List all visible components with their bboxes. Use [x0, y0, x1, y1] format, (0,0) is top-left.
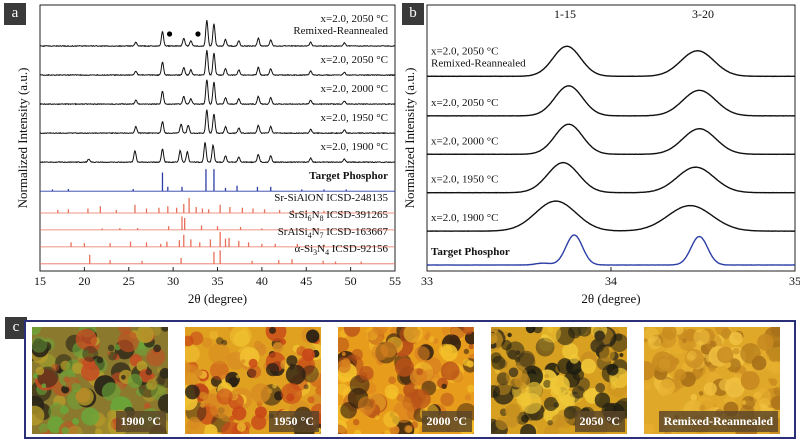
- photo-label: Remixed-Reannealed: [658, 411, 778, 432]
- panel-a-tag: a: [4, 3, 26, 25]
- x-tick-label: 20: [78, 274, 90, 288]
- photo-label: 2000 °C: [421, 411, 472, 432]
- series-label: Remixed-Reannealed: [431, 57, 526, 69]
- x-axis-label: 2θ (degree): [581, 291, 640, 306]
- x-tick-label: 35: [789, 274, 800, 288]
- phosphor-photo: 1950 °C: [185, 327, 321, 434]
- series-label: Remixed-Reannealed: [293, 25, 388, 37]
- photo-texture: [338, 327, 474, 434]
- phosphor-photo: 2000 °C: [338, 327, 474, 434]
- peak-annotation: 1-15: [554, 7, 576, 21]
- x-tick-label: 25: [123, 274, 135, 288]
- series-trace: [39, 79, 396, 106]
- peak-annotation: 3-20: [692, 7, 714, 21]
- series-label: α-Si3N4 ICSD-92156: [295, 243, 389, 257]
- series-label: x=2.0, 1950 °C: [431, 174, 498, 186]
- series-label: SrAlSi4N7 ICSD-163667: [278, 226, 389, 240]
- series-trace: [426, 85, 796, 117]
- series-trace: [427, 123, 796, 156]
- series-trace: [426, 234, 796, 266]
- phosphor-photo: 2050 °C: [491, 327, 627, 434]
- x-tick-label: 34: [605, 274, 617, 288]
- series-label: x=2.0, 2050 °C: [321, 13, 388, 25]
- xrd-figure: 15 20 25 30 35 40 45 50 55 2θ (degree) Normalized …: [15, 4, 800, 306]
- series-trace: [39, 109, 396, 135]
- photo-label: 2050 °C: [574, 411, 625, 432]
- panel-b-tag: b: [402, 3, 424, 25]
- x-tick-label: 40: [256, 274, 268, 288]
- series-label: x=2.0, 1900 °C: [321, 141, 388, 153]
- photo-label: 1900 °C: [115, 411, 166, 432]
- series-label: SrSi6N8 ICSD-391265: [289, 209, 389, 223]
- series-label: x=2.0, 2000 °C: [321, 83, 388, 95]
- series-label: Target Phosphor: [431, 246, 510, 258]
- secondary-phase-marker: [166, 31, 173, 37]
- photo-strip: 1900 °C 1950 °C 2000 °C 2050 °C Remixed-Rean…: [24, 320, 796, 439]
- x-tick-label: 55: [389, 274, 401, 288]
- x-tick-label: 50: [345, 274, 357, 288]
- x-tick-label: 30: [167, 274, 179, 288]
- series-label: x=2.0, 1950 °C: [321, 112, 388, 124]
- series-trace: [39, 49, 396, 77]
- x-tick-label: 45: [300, 274, 312, 288]
- x-tick-label: 35: [212, 274, 224, 288]
- phosphor-photo: 1900 °C: [32, 327, 168, 434]
- x-tick-label: 33: [421, 274, 433, 288]
- panel-c-tag: c: [5, 317, 27, 339]
- series-trace: [426, 161, 796, 194]
- y-axis-label: Normalized Intensity (a.u.): [402, 68, 417, 209]
- x-tick-label: 15: [34, 274, 46, 288]
- series-label: x=2.0, 2050 °C: [431, 97, 498, 109]
- series-label: x=2.0, 2050 °C: [431, 45, 498, 57]
- series-trace: [426, 45, 796, 78]
- secondary-phase-marker: [195, 31, 201, 37]
- phosphor-photo: Remixed-Reannealed: [644, 327, 780, 434]
- y-axis-label: Normalized Intensity (a.u.): [15, 68, 30, 209]
- photo-label: 1950 °C: [268, 411, 319, 432]
- x-axis-label: 2θ (degree): [188, 291, 247, 306]
- series-label: x=2.0, 2000 °C: [431, 135, 498, 147]
- series-label: Target Phosphor: [309, 170, 388, 182]
- series-trace: [39, 20, 396, 48]
- series-label: x=2.0, 2050 °C: [321, 54, 388, 66]
- series-trace: [426, 200, 796, 232]
- series-label: Sr-SiAlON ICSD-248135: [274, 192, 388, 204]
- series-trace: [39, 142, 396, 164]
- series-label: x=2.0, 1900 °C: [431, 212, 498, 224]
